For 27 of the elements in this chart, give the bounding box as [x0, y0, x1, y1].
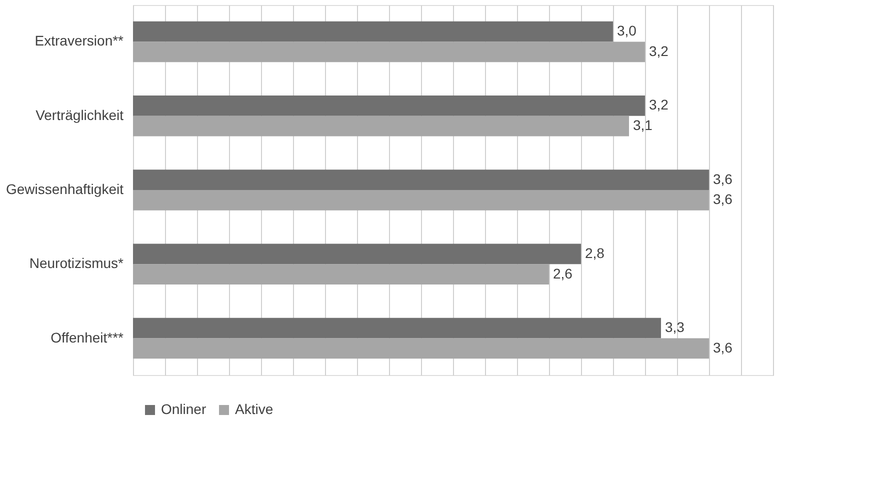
data-label: 3,2 [649, 42, 669, 59]
y-tick-label: Neurotizismus* [29, 255, 124, 272]
bar [133, 21, 613, 42]
data-label: 3,6 [713, 339, 733, 356]
y-tick-label: Verträglichkeit [36, 106, 124, 123]
bar [133, 170, 709, 190]
data-label: 3,1 [633, 117, 653, 134]
data-label: 2,8 [585, 244, 605, 261]
data-label: 3,6 [713, 191, 733, 208]
legend-label: Aktive [235, 401, 274, 417]
bar [133, 95, 645, 116]
bar [133, 318, 661, 338]
bar [133, 116, 629, 136]
y-tick-label: Gewissenhaftigkeit [6, 181, 124, 197]
bar [133, 338, 709, 359]
legend-label: Onliner [161, 401, 206, 417]
data-label: 3,2 [649, 96, 669, 113]
data-label: 3,3 [665, 319, 685, 336]
data-label: 3,0 [617, 22, 637, 39]
bar [133, 190, 709, 210]
bar [133, 264, 549, 285]
bar [133, 42, 645, 62]
bar [133, 244, 581, 264]
data-label: 2,6 [553, 265, 573, 282]
y-tick-label: Extraversion** [34, 32, 124, 49]
data-label: 3,6 [713, 170, 733, 187]
y-tick-label: Offenheit*** [50, 329, 124, 346]
